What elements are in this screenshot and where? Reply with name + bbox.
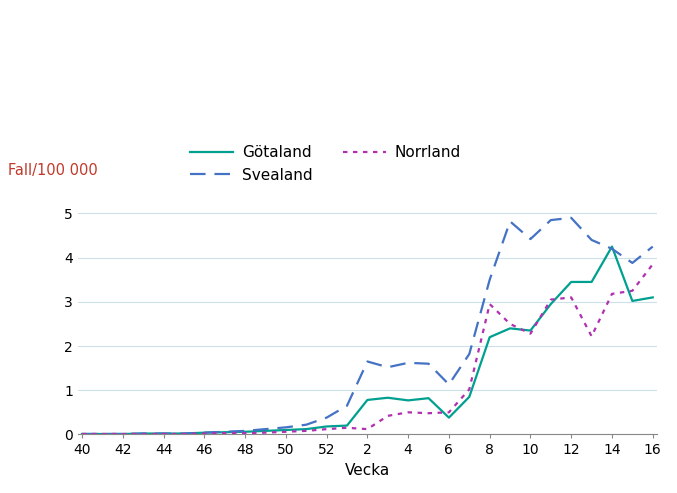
Götaland: [139, 430, 147, 436]
Norrland: [261, 430, 269, 436]
Norrland: [78, 431, 86, 437]
Götaland: [527, 328, 535, 334]
Line: Norrland: Norrland: [82, 264, 653, 434]
Svealand: [139, 430, 147, 436]
Norrland: [221, 430, 229, 436]
Norrland: [364, 426, 372, 432]
Svealand: [322, 415, 330, 421]
Svealand: [241, 428, 249, 434]
Svealand: [485, 277, 494, 282]
Svealand: [567, 215, 575, 221]
Svealand: [445, 382, 453, 387]
Götaland: [588, 279, 596, 285]
Norrland: [160, 431, 168, 437]
Svealand: [465, 351, 473, 357]
Svealand: [180, 430, 188, 436]
Götaland: [160, 430, 168, 436]
Norrland: [608, 291, 616, 297]
Götaland: [445, 415, 453, 421]
Norrland: [384, 413, 392, 419]
Norrland: [649, 261, 657, 267]
Norrland: [343, 425, 351, 431]
Götaland: [567, 279, 575, 285]
Svealand: [118, 431, 127, 437]
Götaland: [343, 423, 351, 428]
Götaland: [98, 431, 106, 437]
Norrland: [547, 297, 555, 303]
Götaland: [200, 430, 209, 436]
Norrland: [628, 288, 636, 294]
Norrland: [139, 431, 147, 437]
Svealand: [160, 430, 168, 436]
Line: Svealand: Svealand: [82, 218, 653, 434]
Svealand: [608, 246, 616, 252]
Norrland: [424, 410, 433, 416]
Norrland: [118, 431, 127, 437]
Götaland: [180, 430, 188, 436]
Norrland: [404, 409, 412, 415]
Götaland: [404, 397, 412, 403]
Götaland: [282, 427, 290, 433]
Norrland: [485, 301, 494, 307]
Norrland: [241, 430, 249, 436]
Svealand: [78, 431, 86, 437]
Svealand: [200, 430, 209, 436]
Götaland: [506, 325, 514, 331]
Norrland: [282, 429, 290, 435]
Götaland: [384, 395, 392, 401]
Götaland: [649, 294, 657, 300]
Line: Götaland: Götaland: [82, 246, 653, 434]
Götaland: [485, 334, 494, 340]
Svealand: [547, 217, 555, 223]
Götaland: [261, 428, 269, 434]
Götaland: [302, 426, 310, 432]
Svealand: [302, 422, 310, 427]
Legend: Götaland, Svealand, Norrland: Götaland, Svealand, Norrland: [190, 145, 461, 183]
Norrland: [322, 426, 330, 432]
Svealand: [343, 403, 351, 409]
Norrland: [180, 431, 188, 437]
Götaland: [608, 244, 616, 249]
Norrland: [588, 333, 596, 339]
Götaland: [241, 429, 249, 435]
Götaland: [465, 394, 473, 400]
Götaland: [118, 431, 127, 437]
Svealand: [282, 424, 290, 430]
Norrland: [445, 409, 453, 415]
Götaland: [322, 423, 330, 429]
Norrland: [527, 331, 535, 337]
Svealand: [527, 236, 535, 242]
Götaland: [547, 301, 555, 307]
Götaland: [364, 397, 372, 403]
Svealand: [364, 358, 372, 364]
Götaland: [628, 298, 636, 304]
Svealand: [506, 218, 514, 224]
Götaland: [221, 429, 229, 435]
Svealand: [404, 360, 412, 366]
Svealand: [221, 429, 229, 435]
Svealand: [588, 237, 596, 243]
Svealand: [649, 244, 657, 249]
Norrland: [465, 387, 473, 392]
Norrland: [200, 430, 209, 436]
X-axis label: Vecka: Vecka: [345, 463, 390, 478]
Norrland: [302, 428, 310, 434]
Svealand: [384, 364, 392, 370]
Norrland: [506, 321, 514, 327]
Svealand: [424, 361, 433, 367]
Norrland: [98, 431, 106, 437]
Text: Fall/100 000: Fall/100 000: [9, 163, 98, 178]
Götaland: [424, 395, 433, 401]
Svealand: [98, 431, 106, 437]
Svealand: [261, 426, 269, 432]
Svealand: [628, 260, 636, 266]
Götaland: [78, 431, 86, 437]
Norrland: [567, 294, 575, 300]
